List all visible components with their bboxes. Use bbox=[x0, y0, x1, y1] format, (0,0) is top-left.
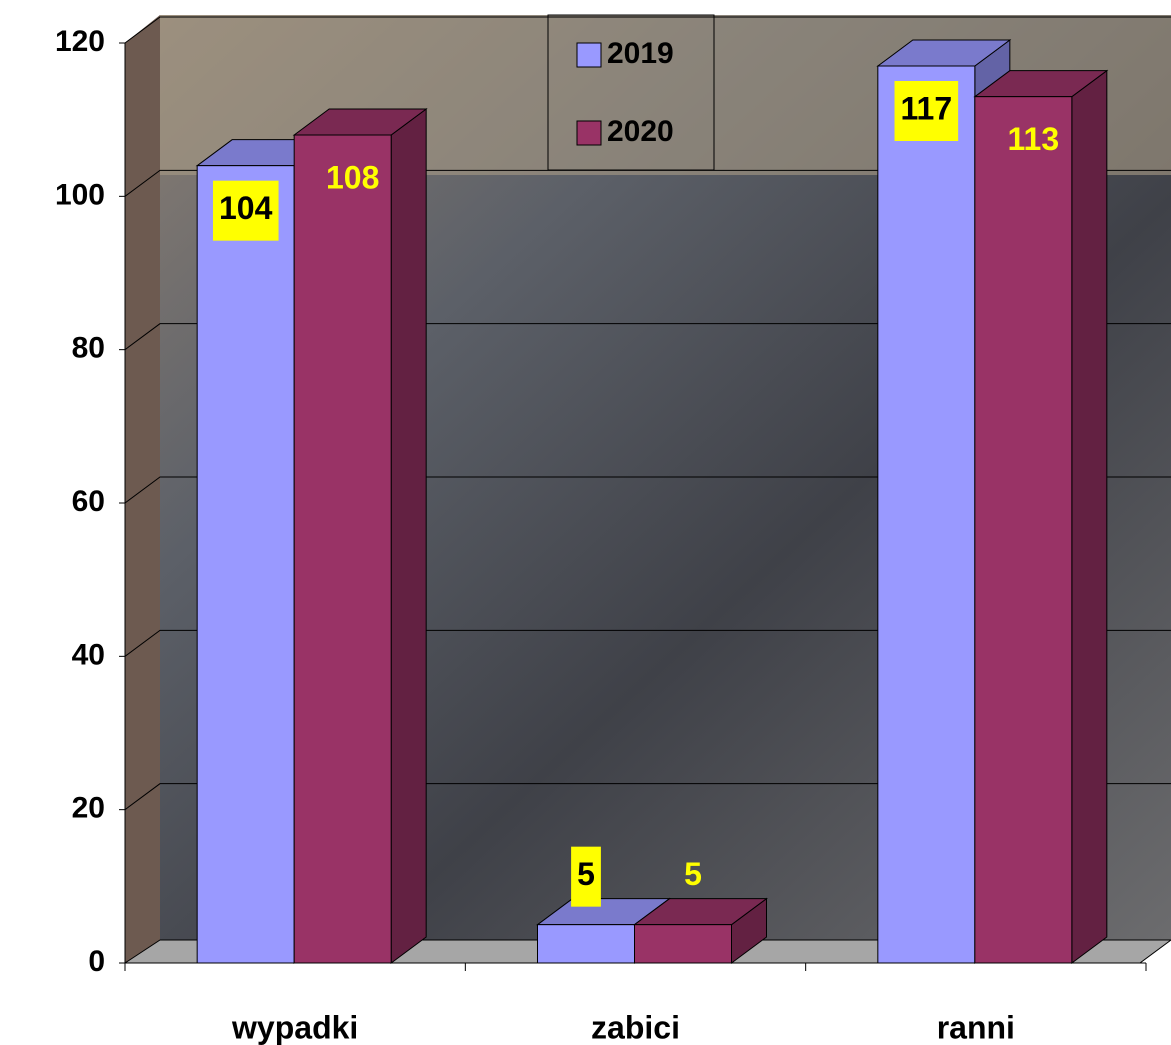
y-tick-label: 120 bbox=[55, 25, 105, 58]
value-label-box bbox=[212, 180, 279, 241]
legend-swatch bbox=[576, 42, 602, 68]
grid-line bbox=[124, 169, 1171, 197]
y-tick-label: 40 bbox=[72, 638, 105, 671]
legend-swatch bbox=[576, 120, 602, 146]
x-tick-label: zabici bbox=[591, 1009, 680, 1045]
bar-side bbox=[1071, 69, 1108, 964]
grid-line bbox=[124, 16, 1171, 44]
bar-side bbox=[390, 108, 427, 964]
y-tick-label: 80 bbox=[72, 332, 105, 365]
value-label: 113 bbox=[1008, 121, 1060, 157]
grid-line bbox=[124, 323, 1171, 351]
value-label: 117 bbox=[901, 90, 953, 126]
y-tick-label: 60 bbox=[72, 485, 105, 518]
bar bbox=[974, 96, 1073, 964]
legend-box bbox=[547, 14, 715, 171]
y-tick-label: 100 bbox=[55, 178, 105, 211]
grid-line bbox=[124, 629, 1171, 657]
value-label-box bbox=[571, 846, 601, 907]
x-tick-label: ranni bbox=[937, 1009, 1015, 1045]
bar bbox=[634, 924, 732, 964]
bar bbox=[196, 165, 295, 964]
y-tick-label: 0 bbox=[88, 945, 105, 978]
y-tick-label: 20 bbox=[72, 792, 105, 825]
side-wall bbox=[125, 15, 160, 963]
grid-line bbox=[124, 783, 1171, 811]
x-tick-label: wypadki bbox=[231, 1009, 358, 1045]
bar bbox=[293, 134, 392, 964]
value-label: 5 bbox=[577, 856, 595, 892]
value-label: 5 bbox=[684, 856, 702, 892]
value-label: 108 bbox=[326, 159, 379, 195]
bar bbox=[877, 65, 976, 964]
bar bbox=[537, 924, 635, 964]
legend-label: 2020 bbox=[607, 115, 674, 148]
value-label: 104 bbox=[219, 190, 273, 226]
value-label-box bbox=[894, 81, 959, 141]
legend-label: 2019 bbox=[607, 37, 674, 70]
grid-line bbox=[124, 476, 1171, 504]
